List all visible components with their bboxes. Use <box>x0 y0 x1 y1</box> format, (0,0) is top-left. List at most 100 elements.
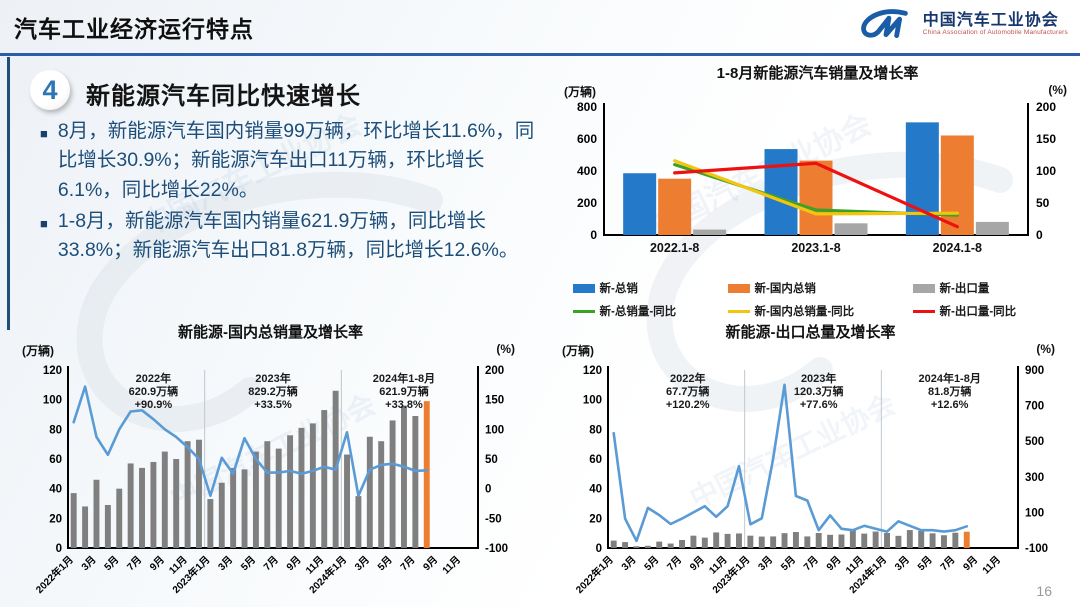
svg-text:40: 40 <box>49 484 62 496</box>
right-axis-unit: (%) <box>1036 342 1055 356</box>
svg-text:60: 60 <box>49 454 62 466</box>
left-axis-unit: (万辆) <box>22 344 54 358</box>
monthly-bar-line-plot: 0 20 40 60 80 100 120 -100 -50 0 50 100 150 200 2022年1… <box>33 365 508 596</box>
logo: 中国汽车工业协会 China Association of Automobile… <box>855 6 1068 42</box>
svg-text:150: 150 <box>1036 132 1056 146</box>
svg-text:2024.1-8: 2024.1-8 <box>933 241 982 255</box>
monthly-bar-line-plot: 0 20 40 60 80 100 120 -100 100 300 500 700 900 2022年1… <box>573 365 1048 596</box>
svg-text:-100: -100 <box>1025 543 1048 555</box>
legend-item: 新-国内总销量-同比 <box>727 303 913 319</box>
svg-text:500: 500 <box>1025 436 1044 448</box>
right-axis-unit: (%) <box>496 342 515 356</box>
legend-line-swatch <box>572 309 595 313</box>
svg-text:700: 700 <box>1025 401 1044 413</box>
svg-text:7月: 7月 <box>398 554 417 573</box>
svg-text:5月: 5月 <box>642 554 661 573</box>
svg-text:3月: 3月 <box>216 554 235 573</box>
left-axis-unit: (万辆) <box>564 85 596 99</box>
svg-text:2022年1月: 2022年1月 <box>33 553 76 596</box>
bullet-item: ■ 8月，新能源汽车国内销量99万辆，环比增长11.6%，同比增长30.9%；新… <box>40 117 545 205</box>
left-axis-unit: (万辆) <box>562 344 594 358</box>
svg-text:200: 200 <box>577 196 597 210</box>
section-number-badge: 4 <box>30 70 70 110</box>
chart-title: 新能源-出口总量及增长率 <box>725 324 896 341</box>
legend-line-swatch <box>727 309 750 313</box>
svg-text:0: 0 <box>596 543 602 555</box>
legend-line-swatch <box>912 309 935 313</box>
legend-label: 新-总销 <box>599 283 638 295</box>
logo-org-name-en: China Association of Automobile Manufact… <box>922 29 1068 37</box>
svg-text:5月: 5月 <box>102 554 121 573</box>
legend-bar-swatch <box>572 283 595 293</box>
svg-text:400: 400 <box>577 164 597 178</box>
svg-text:0: 0 <box>56 543 62 555</box>
bullet-item: ■ 1-8月，新能源汽车国内销量621.9万辆，同比增长33.8%；新能源汽车出… <box>40 207 545 266</box>
svg-text:120: 120 <box>583 365 602 377</box>
svg-text:9月: 9月 <box>284 554 303 573</box>
svg-text:20: 20 <box>49 513 62 525</box>
legend-bar-swatch <box>727 283 750 293</box>
legend-label: 新-出口量-同比 <box>939 306 1017 318</box>
svg-text:7月: 7月 <box>261 554 280 573</box>
svg-text:300: 300 <box>1025 472 1044 484</box>
svg-text:150: 150 <box>485 395 504 407</box>
chart-nev-domestic-monthly: 新能源-国内总销量及增长率 (万辆) (%) 0 20 40 60 80 100 120 -1… <box>18 321 523 607</box>
svg-text:2023.1-8: 2023.1-8 <box>791 241 840 255</box>
bullet-text: 1-8月，新能源汽车国内销量621.9万辆，同比增长33.8%；新能源汽车出口8… <box>57 209 519 261</box>
svg-text:40: 40 <box>589 484 602 496</box>
svg-text:5月: 5月 <box>779 554 798 573</box>
svg-text:9月: 9月 <box>687 554 706 573</box>
page-number: 16 <box>1036 583 1052 599</box>
legend-item: 新-国内总销 <box>727 280 913 296</box>
svg-text:3月: 3月 <box>619 554 638 573</box>
svg-text:0: 0 <box>485 484 491 496</box>
legend-item: 新-出口量-同比 <box>912 303 1063 319</box>
chart-title: 新能源-国内总销量及增长率 <box>178 324 363 341</box>
svg-text:800: 800 <box>577 100 597 114</box>
svg-text:11月: 11月 <box>440 554 463 577</box>
svg-text:5月: 5月 <box>239 554 258 573</box>
svg-text:9月: 9月 <box>824 554 843 573</box>
legend-label: 新-出口量 <box>939 283 990 295</box>
svg-text:0: 0 <box>1036 228 1043 242</box>
legend-label: 新-总销量-同比 <box>599 306 677 318</box>
svg-text:2022年1月: 2022年1月 <box>573 553 616 596</box>
svg-text:200: 200 <box>1036 100 1056 114</box>
svg-text:7月: 7月 <box>125 554 144 573</box>
grouped-bar-line-plot: 0 200 400 600 800 0 50 100 150 200 2022.1-8 2023.1-… <box>577 100 1056 255</box>
caam-logo-icon <box>861 9 908 39</box>
legend-item: 新-总销量-同比 <box>572 303 728 319</box>
svg-text:7月: 7月 <box>801 554 820 573</box>
chart-nev-sales-growth: 1-8月新能源汽车销量及增长率 (万辆) (%) 0 200 400 600 800 0 5… <box>560 62 1075 319</box>
svg-text:2022.1-8: 2022.1-8 <box>650 241 699 255</box>
bullet-list: ■ 8月，新能源汽车国内销量99万辆，环比增长11.6%，同比增长30.9%；新… <box>40 117 545 267</box>
svg-text:100: 100 <box>583 395 602 407</box>
legend-item: 新-总销 <box>572 280 728 296</box>
section-heading: 新能源汽车同比快速增长 <box>86 83 361 110</box>
svg-text:3月: 3月 <box>892 554 911 573</box>
svg-text:60: 60 <box>589 454 602 466</box>
chart-title: 1-8月新能源汽车销量及增长率 <box>716 65 919 82</box>
svg-text:9月: 9月 <box>961 554 980 573</box>
svg-text:7月: 7月 <box>938 554 957 573</box>
bullet-text: 8月，新能源汽车国内销量99万辆，环比增长11.6%，同比增长30.9%；新能源… <box>57 120 535 201</box>
svg-text:50: 50 <box>1036 196 1050 210</box>
chart-nev-export-monthly: 新能源-出口总量及增长率 (万辆) (%) 0 20 40 60 80 100 120 -10… <box>558 321 1063 607</box>
svg-text:5月: 5月 <box>915 554 934 573</box>
title-rule <box>0 53 1080 56</box>
svg-text:-50: -50 <box>485 513 502 525</box>
svg-text:120: 120 <box>43 365 62 377</box>
legend-item: 新-出口量 <box>912 280 1063 296</box>
accent-line <box>7 57 10 330</box>
legend-label: 新-国内总销 <box>754 283 816 295</box>
svg-text:80: 80 <box>589 424 602 436</box>
svg-text:900: 900 <box>1025 365 1044 377</box>
right-axis-unit: (%) <box>1048 83 1067 97</box>
svg-text:5月: 5月 <box>375 554 394 573</box>
svg-text:100: 100 <box>1025 507 1044 519</box>
